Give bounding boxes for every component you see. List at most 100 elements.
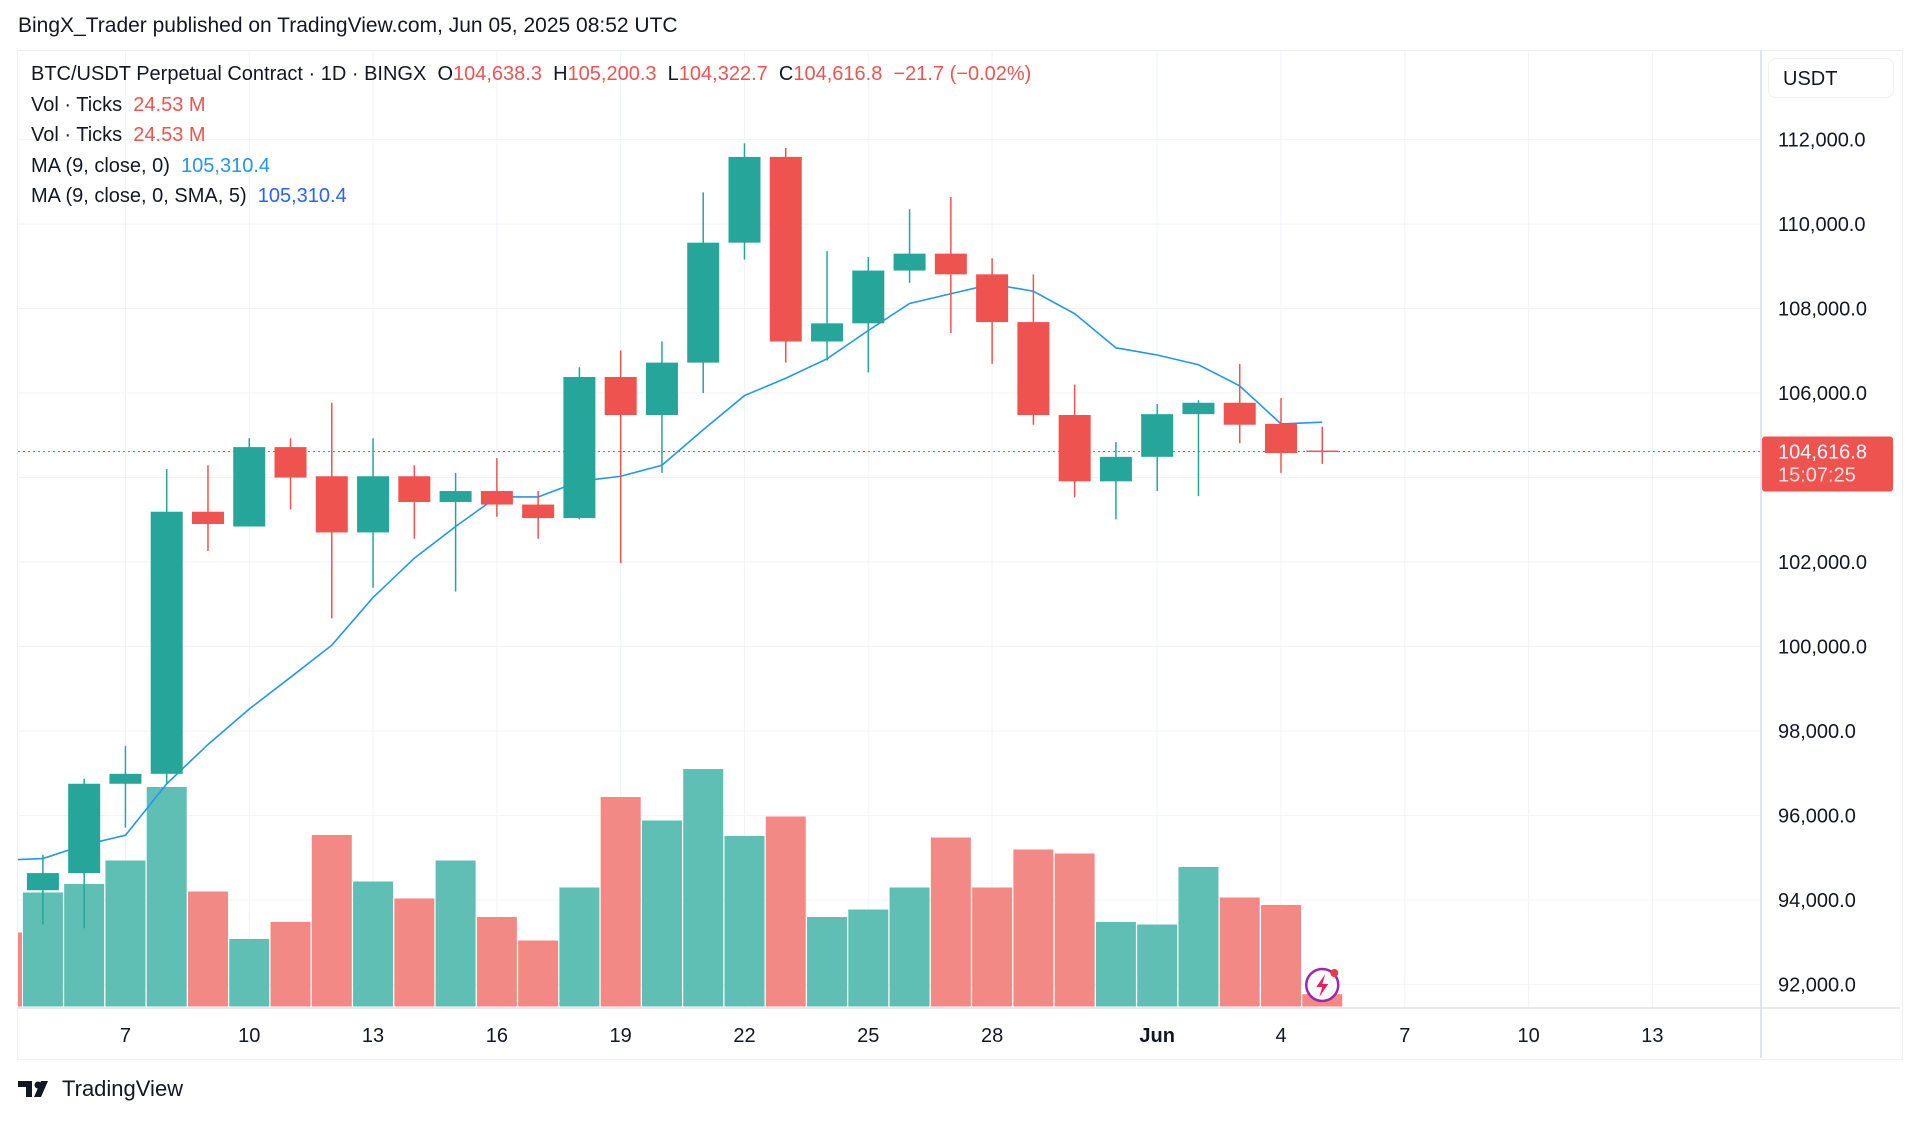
candle-body bbox=[150, 511, 183, 774]
time-tick-label: 10 bbox=[1517, 1025, 1539, 1047]
candle-body bbox=[1182, 402, 1215, 415]
candle-body bbox=[811, 323, 844, 342]
vol-value: 24.53 M bbox=[133, 94, 206, 116]
volume-bar bbox=[353, 881, 394, 1007]
price-tick-label: 98,000.0 bbox=[1778, 721, 1856, 743]
volume-bar bbox=[600, 797, 641, 1007]
volume-bar bbox=[105, 860, 146, 1007]
price-tick-label: 94,000.0 bbox=[1778, 890, 1856, 912]
volume-bar bbox=[394, 898, 435, 1007]
candle-body bbox=[522, 504, 555, 519]
lightning-icon[interactable] bbox=[1305, 967, 1340, 1003]
volume-bar bbox=[1219, 897, 1260, 1007]
volume-bar bbox=[765, 816, 806, 1007]
candle-body bbox=[233, 447, 266, 527]
candle-body bbox=[645, 362, 678, 416]
chart-frame bbox=[17, 50, 1903, 1060]
time-tick-label: Jun bbox=[1139, 1025, 1175, 1047]
volume-bar bbox=[972, 887, 1013, 1007]
last-price-badge bbox=[1762, 436, 1893, 492]
candle-body bbox=[976, 274, 1009, 323]
volume-bar bbox=[559, 887, 600, 1007]
ma-label: MA (9, close, 0, SMA, 5) bbox=[31, 185, 247, 207]
ma-legend-1[interactable]: MA (9, close, 0) 105,310.4 bbox=[31, 155, 270, 178]
candle-body bbox=[398, 476, 431, 503]
last-price-value: 104,616.8 bbox=[1778, 441, 1867, 463]
time-tick-label: 7 bbox=[1399, 1025, 1410, 1047]
candle-body bbox=[769, 156, 802, 342]
volume-bar bbox=[641, 820, 682, 1007]
volume-bar bbox=[476, 917, 517, 1007]
candle-body bbox=[604, 376, 637, 416]
tradingview-logo: TradingView bbox=[18, 1076, 183, 1102]
candle-body bbox=[563, 376, 596, 519]
vol-legend-2[interactable]: Vol · Ticks 24.53 M bbox=[31, 124, 206, 147]
volume-bar bbox=[683, 769, 724, 1007]
time-tick-label: 16 bbox=[486, 1025, 508, 1047]
open-label: O bbox=[437, 63, 453, 85]
ma-value: 105,310.4 bbox=[181, 155, 271, 177]
vol-label: Vol · Ticks bbox=[31, 124, 123, 146]
high-value: 105,200.3 bbox=[567, 63, 657, 85]
low-value: 104,322.7 bbox=[678, 63, 768, 85]
time-tick-label: 10 bbox=[238, 1025, 260, 1047]
candle-body bbox=[934, 253, 967, 275]
price-tick-label: 96,000.0 bbox=[1778, 805, 1856, 827]
volume-bar bbox=[1013, 849, 1054, 1007]
symbol-name[interactable]: BTC/USDT Perpetual Contract · 1D · BINGX bbox=[31, 63, 427, 85]
symbol-legend: BTC/USDT Perpetual Contract · 1D · BINGX… bbox=[31, 63, 1031, 86]
high-label: H bbox=[553, 63, 568, 85]
time-tick-label: 28 bbox=[981, 1025, 1003, 1047]
candle-body bbox=[687, 242, 720, 363]
volume-bar bbox=[518, 940, 559, 1007]
candle-body bbox=[1058, 415, 1091, 482]
volume-bar bbox=[930, 837, 971, 1007]
open-value: 104,638.3 bbox=[453, 63, 542, 85]
volume-bar bbox=[146, 787, 187, 1007]
candle-body bbox=[109, 773, 142, 784]
volume-bar bbox=[18, 932, 22, 1007]
volume-bar bbox=[889, 887, 930, 1007]
time-tick-label: 7 bbox=[120, 1025, 131, 1047]
price-tick-label: 92,000.0 bbox=[1778, 974, 1856, 996]
volume-bar bbox=[1054, 853, 1095, 1007]
currency-button[interactable]: USDT bbox=[1768, 58, 1894, 98]
vol-legend-1[interactable]: Vol · Ticks 24.53 M bbox=[31, 94, 206, 117]
time-tick-label: 4 bbox=[1275, 1025, 1286, 1047]
price-tick-label: 100,000.0 bbox=[1778, 636, 1867, 658]
candle-body bbox=[1223, 402, 1256, 425]
price-tick-label: 108,000.0 bbox=[1778, 299, 1867, 321]
close-value: 104,616.8 bbox=[793, 63, 883, 85]
close-label: C bbox=[778, 63, 794, 85]
tradingview-brand: TradingView bbox=[62, 1076, 184, 1101]
volume-bar bbox=[1095, 922, 1136, 1007]
candle-body bbox=[1099, 456, 1132, 482]
candle-body bbox=[480, 491, 513, 505]
volume-bar bbox=[1261, 905, 1301, 1007]
notification-dot bbox=[1330, 969, 1339, 977]
price-tick-label: 102,000.0 bbox=[1778, 552, 1867, 574]
candle-body bbox=[1017, 322, 1050, 416]
candle-body bbox=[68, 783, 101, 874]
candle-body bbox=[439, 491, 472, 503]
countdown-timer: 15:07:25 bbox=[1778, 464, 1856, 486]
volume-bar bbox=[435, 860, 476, 1007]
volume-bar bbox=[724, 836, 765, 1007]
candle-body bbox=[1141, 414, 1174, 457]
ma-value: 105,310.4 bbox=[257, 185, 347, 207]
price-tick-label: 112,000.0 bbox=[1778, 130, 1866, 152]
price-tick-label: 110,000.0 bbox=[1778, 214, 1866, 236]
ma-legend-2[interactable]: MA (9, close, 0, SMA, 5) 105,310.4 bbox=[31, 185, 347, 208]
lightning-bolt bbox=[1316, 974, 1329, 997]
candle-body bbox=[852, 270, 885, 324]
time-tick-label: 13 bbox=[1641, 1025, 1663, 1047]
volume-bar bbox=[187, 891, 228, 1007]
vol-value: 24.53 M bbox=[133, 124, 206, 146]
volume-bar bbox=[229, 939, 270, 1007]
candle-body bbox=[893, 253, 926, 271]
volume-bar bbox=[1178, 867, 1219, 1007]
tradingview-logo-icon bbox=[18, 1081, 48, 1097]
change-value: −21.7 (−0.02%) bbox=[893, 63, 1032, 85]
candle-body bbox=[274, 447, 307, 478]
